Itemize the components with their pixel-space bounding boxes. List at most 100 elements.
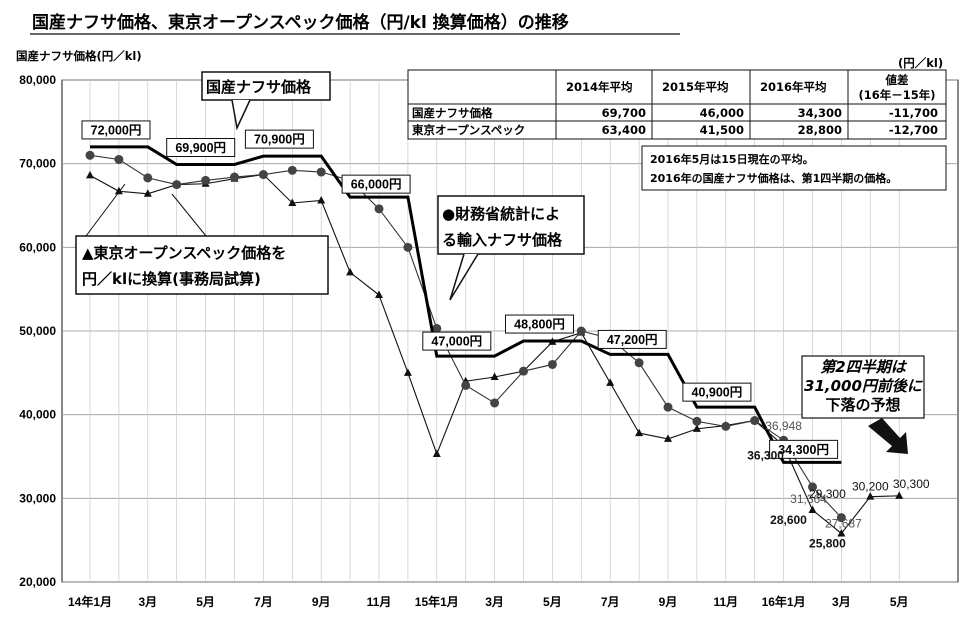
import-point-circle [750,416,760,426]
step-value-box [682,382,752,402]
table-unit: (円／kl) [898,56,943,70]
step-value-label: 48,800円 [514,318,565,332]
table-cell: -12,700 [889,123,938,137]
chart-title: 国産ナフサ価格、東京オープンスペック価格（円/kl 換算価格）の推移 [32,12,569,33]
tokyo-point-triangle [288,198,297,206]
data-value-label: 30,200 [852,480,889,494]
step-value-label: 69,900円 [175,141,226,155]
tokyo-point-triangle [114,186,123,195]
import-point-circle [692,416,702,426]
step-value-label: 70,900円 [254,133,305,147]
table-header-diff-sub: (16年－15年) [858,88,935,102]
import-point-circle [808,482,817,492]
step-value-label: 47,000円 [431,335,482,349]
domestic-callout: 国産ナフサ価格 [201,71,331,131]
x-tick-label: 5月 [196,595,215,609]
tokyo-point-triangle [86,170,94,179]
summary-table: (円／kl) 2014年平均 2015年平均 2016年平均 値差 (16年－1… [407,56,947,140]
series-layer [85,145,904,537]
domestic-callout-box [201,71,331,101]
step-value-label: 40,900円 [692,386,743,400]
import-point-circle [547,359,557,369]
step-value-box [505,314,574,334]
step-value-box [422,331,492,351]
tokyo-point-triangle [692,424,701,432]
import-point-circle [432,323,442,333]
table-cell: 46,000 [700,106,744,120]
import-point-circle [374,204,384,214]
import-point-circle [836,513,846,523]
data-value-label: 29,300 [809,487,846,501]
y-tick-label: 30,000 [19,491,56,505]
tokyo-point-triangle [143,189,152,197]
y-axis: 80,000 70,000 60,000 50,000 40,000 30,000 20,0… [19,73,56,589]
tokyo-legend-line2: 円／klに換算(事務局試算) [82,270,261,288]
callout-pointer [231,99,251,131]
notes-box: 2016年5月は15日現在の平均。 2016年の国産ナフサ価格は、第1四半期の価… [641,145,947,191]
step-value-label: 47,200円 [607,333,658,347]
tokyo-point-triangle [606,378,615,386]
table-cell: 69,700 [602,106,646,120]
x-tick-label: 7月 [601,595,620,609]
import-point-circle [258,170,268,180]
import-point-circle [287,165,297,175]
import-point-circle [114,154,124,164]
data-value-label: 31,364 [790,492,827,506]
forecast-callout: 第2四半期は 31,000円前後に 下落の予想 [801,355,925,454]
notes-frame [641,145,947,191]
import-point-circle [519,366,528,376]
tokyo-point-triangle [837,528,846,537]
tokyo-point-triangle [664,434,672,442]
x-tick-label: 11月 [713,595,738,609]
tokyo-callout-box [75,235,329,295]
step-value-label: 34,300円 [778,443,829,457]
data-value-label: 36,300 [747,449,784,463]
tokyo-point-triangle [490,372,499,381]
forecast-line3: 下落の予想 [825,396,900,414]
x-tick-label: 11月 [367,595,392,609]
import-point-circle [316,167,326,177]
import-callout: ●財務省統計によ る輸入ナフサ価格 [437,195,585,301]
table-cell: 28,800 [798,123,842,137]
forecast-box [801,355,925,419]
tokyo-callout: ▲東京オープンスペック価格を 円／klに換算(事務局試算) [75,183,329,295]
step-value-box [166,138,236,158]
import-point-circle [403,242,413,252]
table-row-label: 東京オープンスペック [412,123,525,137]
import-point-circle [201,175,211,185]
forecast-line1: 第2四半期は [820,358,907,376]
tokyo-point-triangle [895,491,904,499]
domestic-legend-label: 国産ナフサ価格 [206,78,312,96]
y-tick-label: 70,000 [19,157,56,171]
table-cell: 41,500 [700,123,744,137]
import-legend-line2: る輸入ナフサ価格 [442,231,563,249]
import-point-circle [576,326,586,336]
step-value-label: 66,000円 [351,178,402,192]
step-value-box [244,129,314,149]
import-point-circle [85,150,95,160]
note-line: 2016年5月は15日現在の平均。 [650,152,814,166]
tokyo-point-triangle [635,428,644,437]
x-tick-label: 3月 [485,595,504,609]
x-tick-label: 3月 [832,595,851,609]
x-tick-label: 9月 [312,595,331,609]
x-tick-label: 7月 [254,595,273,609]
tokyo-point-triangle [808,505,817,514]
data-value-label: 30,300 [893,477,930,491]
callout-pointer [171,193,207,237]
import-point-circle [721,421,731,431]
table-header-2016: 2016年平均 [760,80,827,94]
import-legend-line1: ●財務省統計によ [442,205,560,223]
tokyo-point-triangle [432,449,441,457]
tokyo-point-triangle [375,290,383,299]
forecast-line2: 31,000円前後に [804,377,923,395]
tokyo-point-triangle [346,267,355,276]
callout-pointer [449,253,479,301]
table-row-label: 国産ナフサ価格 [412,106,493,120]
y-tick-label: 50,000 [19,324,56,338]
data-value-label: 27,687 [825,517,862,531]
step-value-box [81,120,151,140]
step-labels: 72,000円 69,900円 70,900円 66,000円 47,000円 48,80… [81,120,839,459]
